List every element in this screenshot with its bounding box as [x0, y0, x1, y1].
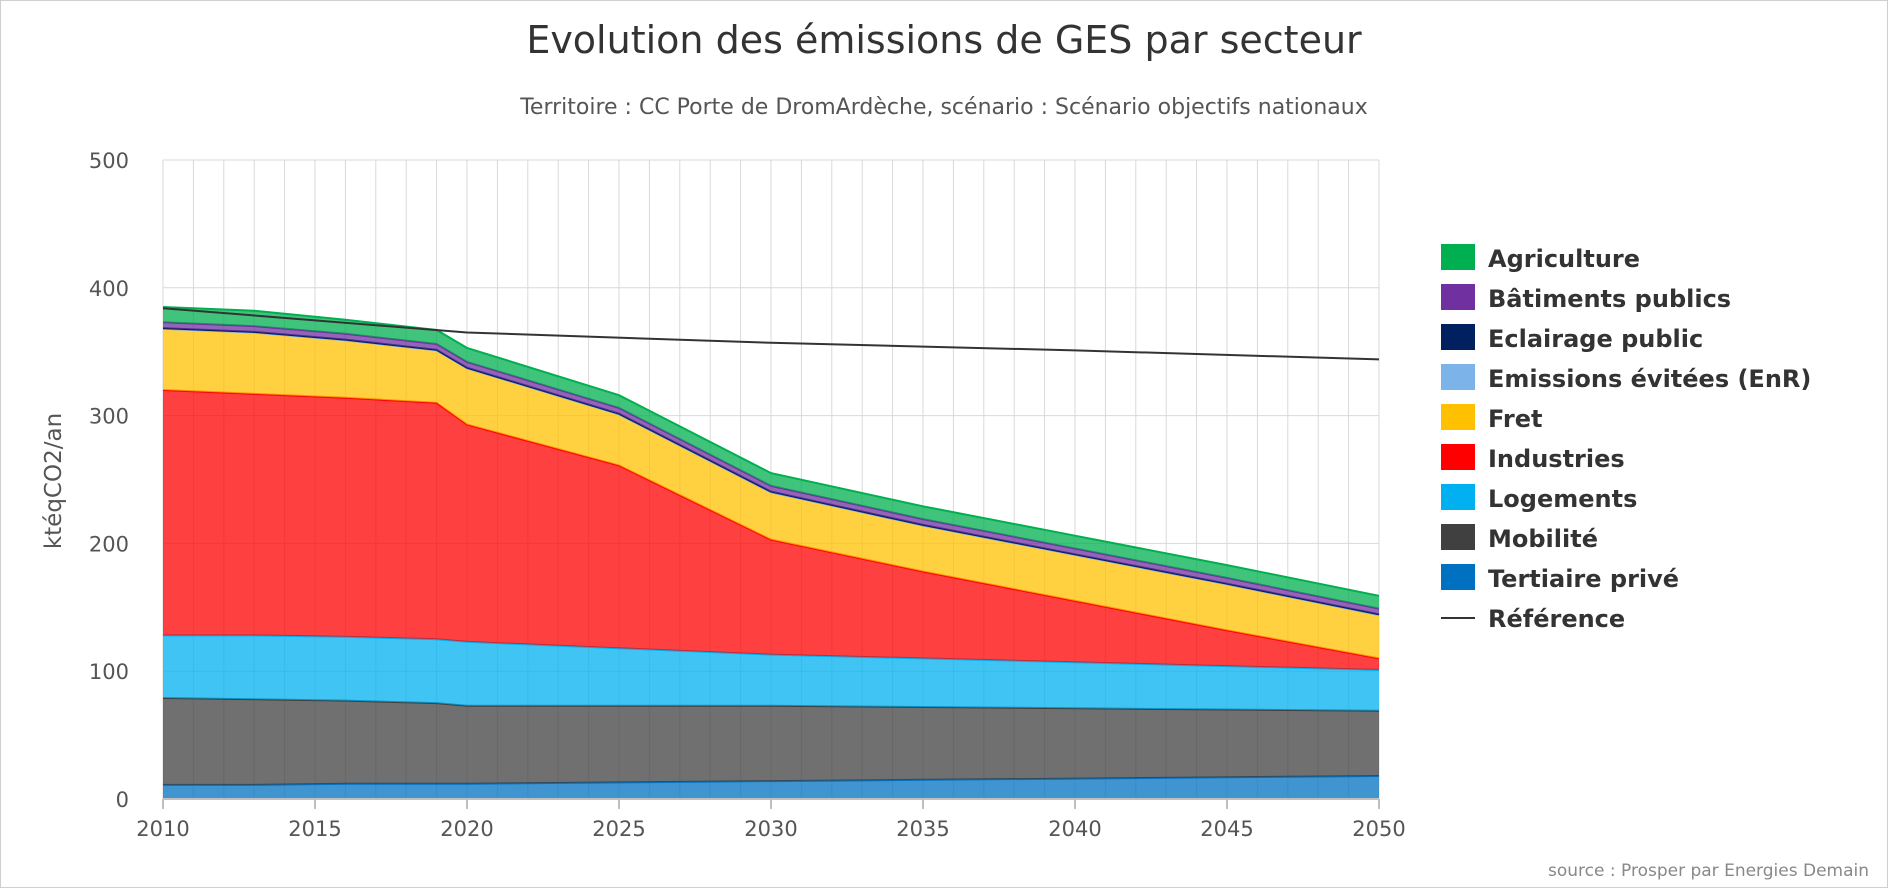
- reference-line-layer: [162, 307, 1380, 361]
- area-agriculture: [163, 307, 1379, 609]
- chart-subtitle: Territoire : CC Porte de DromArdèche, sc…: [519, 95, 1368, 120]
- area-mobilite: [163, 698, 1379, 785]
- x-tick-label: 2050: [1352, 817, 1405, 841]
- y-tick-label: 0: [116, 788, 129, 812]
- legend-swatch: [1441, 524, 1475, 550]
- reference-line: [162, 307, 1380, 361]
- chart-credit: source : Prosper par Energies Demain: [1548, 861, 1869, 881]
- x-tick-label: 2015: [288, 817, 341, 841]
- area-tertiaire-prive: [163, 776, 1379, 799]
- x-tick-label: 2010: [136, 817, 189, 841]
- legend-label: Emissions évitées (EnR): [1488, 365, 1811, 393]
- legend-item-batiments-publics[interactable]: Bâtiments publics: [1441, 284, 1731, 313]
- legend-item-fret[interactable]: Fret: [1441, 404, 1542, 433]
- legend: Agriculture Bâtiments publics Eclairage pu…: [1441, 244, 1811, 633]
- legend-item-industries[interactable]: Industries: [1441, 444, 1625, 473]
- legend-item-reference[interactable]: Référence: [1441, 605, 1625, 633]
- legend-item-agriculture[interactable]: Agriculture: [1441, 244, 1640, 273]
- legend-label: Mobilité: [1488, 525, 1598, 553]
- legend-item-eclairage-public[interactable]: Eclairage public: [1441, 324, 1703, 353]
- y-tick-label: 500: [89, 149, 129, 173]
- legend-label: Agriculture: [1488, 245, 1640, 273]
- x-tick-label: 2040: [1048, 817, 1101, 841]
- legend-swatch: [1441, 404, 1475, 430]
- y-tick-label: 100: [89, 660, 129, 684]
- area-batiments-publics: [163, 322, 1379, 615]
- y-tick-label: 200: [89, 532, 129, 556]
- legend-item-logements[interactable]: Logements: [1441, 484, 1637, 513]
- legend-swatch: [1441, 564, 1475, 590]
- area-edge-agriculture: [162, 306, 1380, 597]
- legend-label: Bâtiments publics: [1488, 285, 1731, 313]
- legend-swatch: [1441, 324, 1475, 350]
- legend-label: Logements: [1488, 485, 1637, 513]
- legend-swatch: [1441, 484, 1475, 510]
- legend-label: Tertiaire privé: [1488, 565, 1679, 593]
- legend-item-mobilite[interactable]: Mobilité: [1441, 524, 1598, 553]
- legend-label: Eclairage public: [1488, 325, 1703, 353]
- axes: 2010 2015 2020 2025 2030 2035 2040 2045 2050 0 100…: [89, 149, 1406, 841]
- area-logements: [163, 635, 1379, 711]
- area-fret: [163, 328, 1379, 659]
- y-axis-title: ktéqCO2/an: [41, 413, 67, 549]
- legend-item-emissions-evitees-enr[interactable]: Emissions évitées (EnR): [1441, 364, 1811, 393]
- x-tick-label: 2030: [744, 817, 797, 841]
- area-industries: [163, 390, 1379, 670]
- y-tick-label: 300: [89, 405, 129, 429]
- legend-swatch: [1441, 284, 1475, 310]
- legend-swatch: [1441, 244, 1475, 270]
- x-tick-label: 2035: [896, 817, 949, 841]
- legend-label: Référence: [1488, 605, 1625, 633]
- y-tick-label: 400: [89, 277, 129, 301]
- x-tick-label: 2020: [440, 817, 493, 841]
- legend-item-tertiaire-prive[interactable]: Tertiaire privé: [1441, 564, 1679, 593]
- legend-swatch: [1441, 364, 1475, 390]
- x-tick-label: 2045: [1200, 817, 1253, 841]
- legend-label: Industries: [1488, 445, 1625, 473]
- plot-areas: [162, 306, 1380, 799]
- legend-swatch: [1441, 444, 1475, 470]
- legend-label: Fret: [1488, 405, 1542, 433]
- x-tick-label: 2025: [592, 817, 645, 841]
- chart-title: Evolution des émissions de GES par secte…: [526, 18, 1362, 62]
